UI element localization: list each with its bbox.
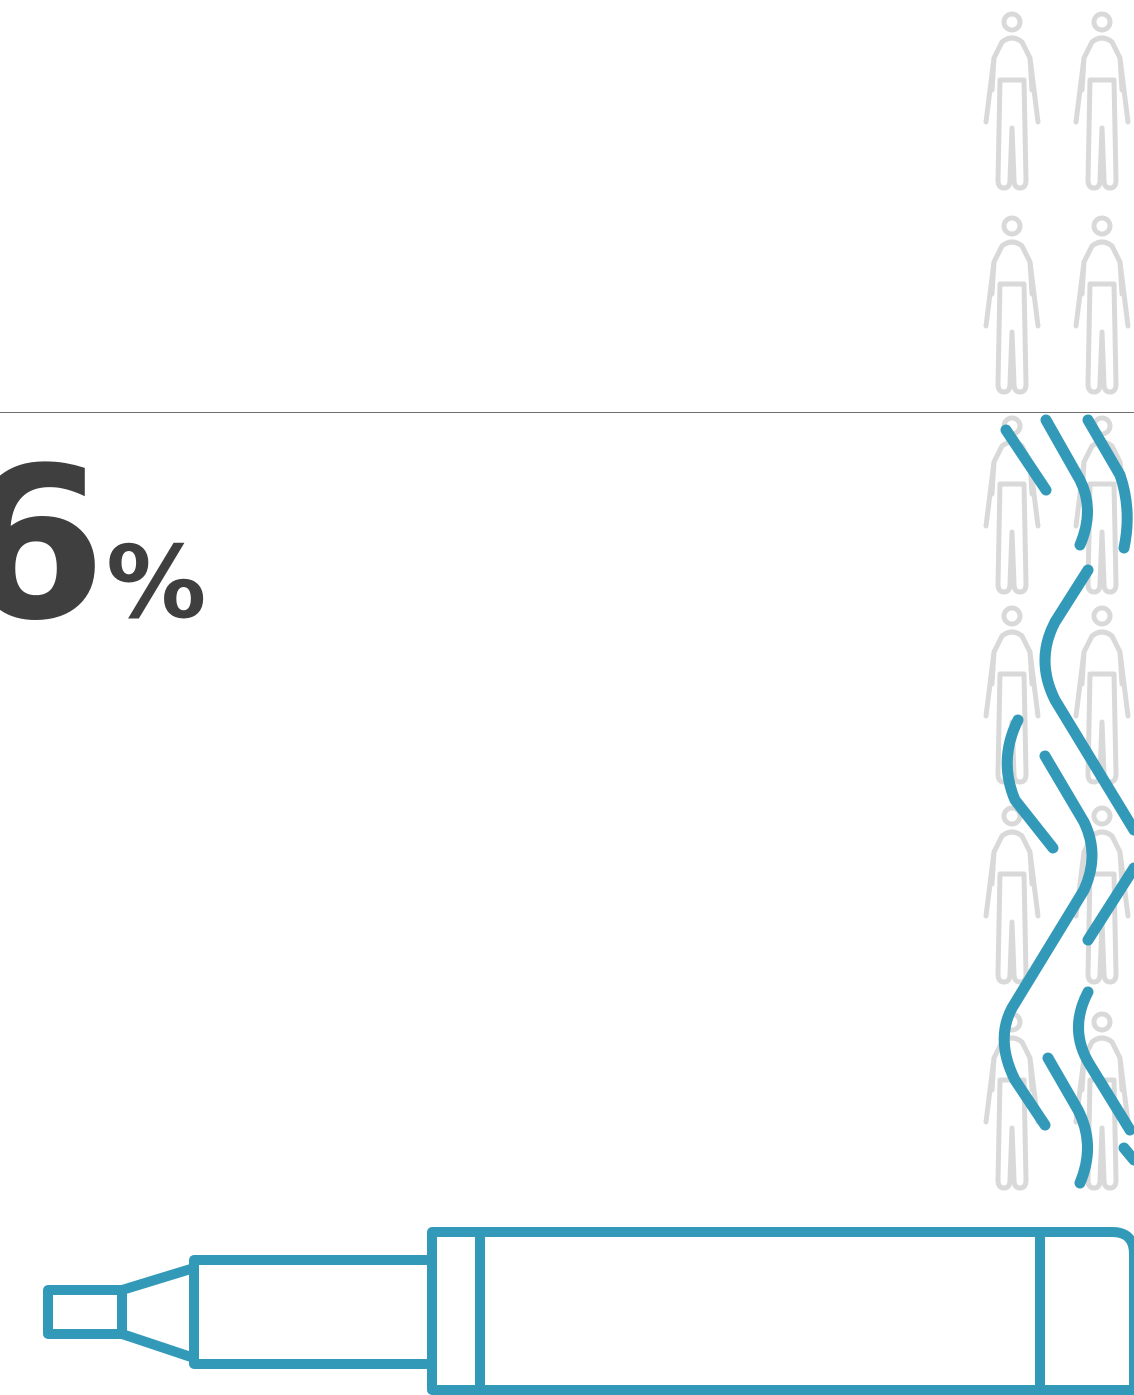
stat-unit: % — [106, 524, 207, 641]
stat-value: 6% — [0, 440, 206, 650]
divider-line — [0, 412, 1134, 413]
stat-number: 6 — [0, 422, 106, 667]
person-icon — [986, 808, 1038, 982]
person-icon — [1076, 14, 1128, 188]
person-icon — [1076, 218, 1128, 392]
person-icon — [986, 14, 1038, 188]
person-icon — [986, 218, 1038, 392]
wavy-lines-icon — [998, 414, 1134, 1189]
marker-pen-icon — [43, 1227, 1134, 1395]
